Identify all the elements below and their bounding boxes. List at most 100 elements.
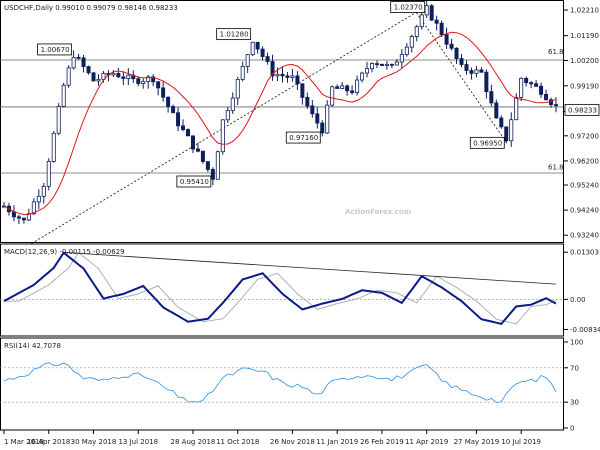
candle-body [26, 213, 31, 221]
fib-label: 61.8 [548, 163, 564, 171]
y-tick-label: 0.00 [570, 296, 586, 304]
candle-body [181, 125, 186, 130]
moving-average-line [3, 31, 557, 216]
candle-body [459, 58, 464, 65]
candle-body [270, 61, 275, 77]
candle-body [484, 71, 489, 93]
candle-body [126, 74, 131, 79]
candle-body [245, 54, 250, 67]
candle-body [340, 85, 345, 89]
candle-body [534, 83, 539, 87]
candle-body [365, 68, 370, 74]
candle-body [195, 148, 200, 152]
x-tick-label: 26 Nov 2018 [270, 438, 315, 446]
candle-body [166, 96, 171, 107]
current-price-box [564, 103, 600, 116]
candle-body [36, 195, 41, 203]
candle-body [479, 69, 484, 73]
rsi-panel-frame [0, 337, 564, 431]
candle-body [240, 65, 245, 80]
macd-y-ticks: 0.01303 0.00 -0.00834 [564, 249, 600, 334]
x-tick-label: 16 Apr 2018 [27, 438, 70, 446]
candle-body [369, 63, 374, 70]
candle-body [151, 76, 156, 83]
candle-body [11, 211, 16, 218]
annotation-label: 0.96950 [473, 139, 502, 147]
candle-body [494, 102, 499, 119]
candle-body [454, 47, 459, 59]
price-annotation: 1.01280 [216, 28, 252, 41]
fib-label: 61.8 [548, 48, 564, 56]
candle-body [399, 54, 404, 63]
macd-panel-frame [0, 243, 564, 337]
candle-body [519, 77, 524, 98]
candle-body [474, 69, 479, 74]
rsi-series [0, 362, 563, 403]
x-tick-label: 13 Jul 2018 [118, 438, 158, 446]
candle-body [96, 78, 101, 82]
annotation-box [176, 175, 212, 188]
candle-body [335, 86, 340, 89]
macd-line [3, 251, 557, 326]
annotation-box [37, 43, 73, 56]
candle-body [16, 216, 21, 219]
x-tick-label: 30 May 2018 [71, 438, 117, 446]
candle-body [539, 85, 544, 95]
candle-body [176, 112, 181, 127]
candle-body [156, 81, 161, 89]
candle-body [220, 119, 225, 153]
candle-body [434, 19, 439, 24]
candle-body [185, 129, 190, 137]
y-tick-label: 0 [570, 425, 574, 433]
candle-body [330, 86, 335, 106]
price-y-ticks: 0.932400.942400.952400.962000.972000.981… [564, 7, 600, 240]
candle-body [424, 5, 429, 16]
candle-body [290, 75, 295, 78]
y-tick-label: 1.02210 [570, 7, 599, 15]
annotation-box [390, 1, 426, 13]
candle-body [464, 64, 469, 71]
candle-body [116, 73, 121, 78]
candle-body [469, 70, 474, 74]
x-tick-label: 11 Oct 2018 [216, 438, 259, 446]
candle-body [66, 67, 71, 86]
price-header: USDCHF,Daily 0.99010 0.99079 0.98146 0.9… [4, 4, 178, 12]
candle-body [41, 185, 46, 197]
candle-body [255, 41, 260, 50]
rsi-y-ticks: 100 70 30 0 [564, 339, 583, 433]
candle-body [379, 63, 384, 66]
y-tick-label: 0.93240 [570, 232, 599, 240]
x-tick-label: 10 Jul 2019 [501, 438, 541, 446]
annotation-box [469, 136, 505, 149]
candle-body [91, 72, 96, 82]
candle-body [414, 26, 419, 37]
candle-body [21, 217, 26, 221]
candle-body [489, 91, 494, 104]
annotation-box [285, 131, 321, 144]
candle-body [389, 63, 394, 66]
candle-body [146, 76, 151, 82]
candle-body [81, 57, 86, 68]
candle-body [345, 85, 350, 92]
candle-body [394, 61, 399, 66]
candle-body [210, 169, 215, 180]
candle-body [51, 132, 56, 162]
y-tick-label: 1.00200 [570, 57, 599, 65]
annotation-label: 1.02370 [394, 4, 423, 12]
x-tick-label: 11 Apr 2019 [405, 438, 448, 446]
y-tick-label: 0.96200 [570, 157, 599, 165]
candle-body [514, 97, 519, 121]
x-tick-label: 28 Aug 2018 [171, 438, 216, 446]
candle-body [205, 161, 210, 170]
macd-signal-line [4, 251, 557, 325]
candle-body [235, 79, 240, 99]
annotation-label: 1.01280 [220, 31, 249, 39]
candle-body [161, 87, 166, 98]
candle-body [509, 119, 514, 142]
y-tick-label: 0.99190 [570, 82, 599, 90]
rsi-line [3, 362, 557, 403]
candle-body [280, 73, 285, 77]
candle-body [285, 75, 290, 78]
candle-body [141, 81, 146, 84]
